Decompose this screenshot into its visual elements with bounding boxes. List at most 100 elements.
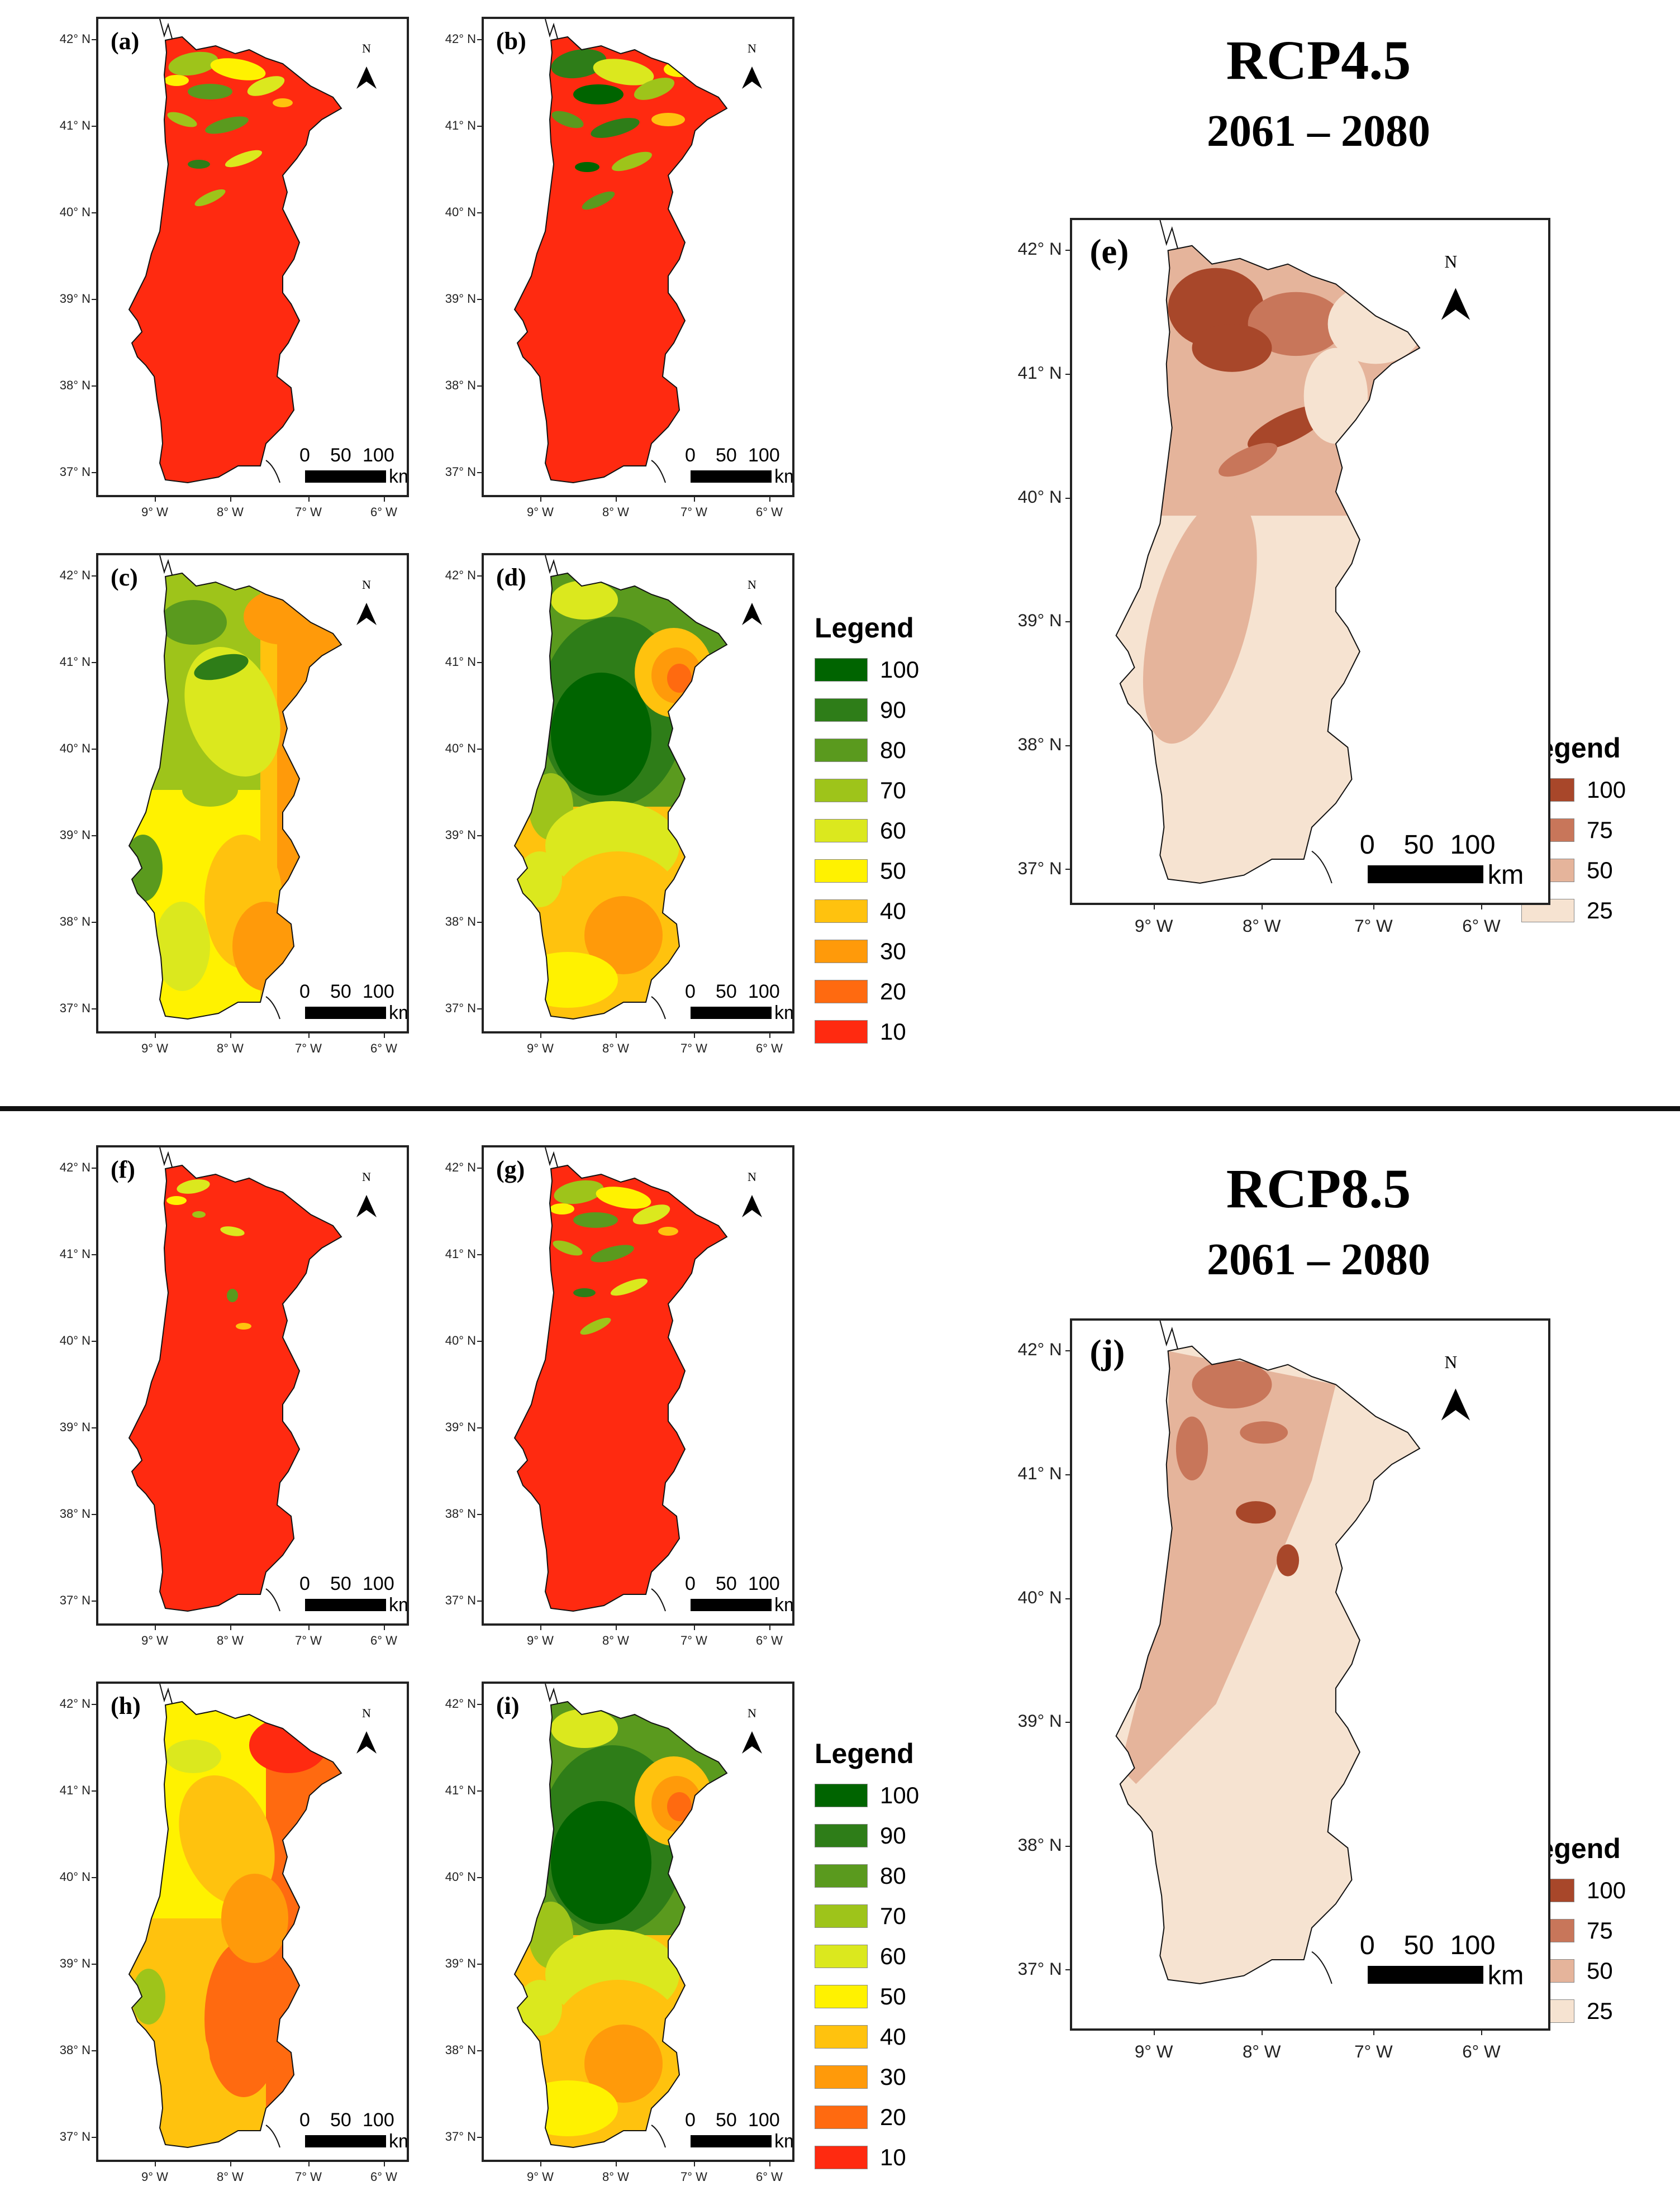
lat-tick-label: 38° N xyxy=(59,1506,91,1521)
scale-unit-label: km xyxy=(389,1594,407,1616)
lon-tick-mark xyxy=(384,497,385,502)
lon-tick-label: 6° W xyxy=(756,1041,783,1055)
lat-tick-mark xyxy=(1065,250,1070,251)
scale-zero-label: 0 xyxy=(685,1573,696,1594)
lat-tick-label: 41° N xyxy=(445,1783,476,1797)
section-divider xyxy=(0,1106,1680,1111)
lon-tick-mark xyxy=(616,1033,617,1038)
lat-tick-mark xyxy=(477,1008,482,1009)
lat-tick-mark xyxy=(92,835,96,836)
lon-tick-mark xyxy=(769,2162,770,2166)
lat-tick-mark xyxy=(1065,1722,1070,1723)
lon-tick-mark xyxy=(308,1033,310,1038)
north-label: N xyxy=(362,578,371,592)
lat-tick-mark xyxy=(477,749,482,750)
lon-tick-mark xyxy=(308,497,310,502)
lat-tick-label: 39° N xyxy=(1017,1711,1062,1731)
scale-end-label: 100 xyxy=(748,445,780,466)
legend-value: 50 xyxy=(880,1983,906,2009)
legend-value: 75 xyxy=(1587,817,1613,843)
scale-end-label: 100 xyxy=(363,2109,394,2131)
lon-tick-label: 8° W xyxy=(217,505,244,519)
legend-swatch xyxy=(815,859,868,883)
lon-tick-mark xyxy=(384,2162,385,2166)
legend-value: 25 xyxy=(1587,1998,1613,2024)
scale-unit-label: km xyxy=(774,1002,792,1023)
lat-tick-mark xyxy=(477,299,482,300)
legend-item: 70 xyxy=(815,770,919,811)
lon-tick-mark xyxy=(769,1626,770,1630)
legend-value: 80 xyxy=(880,737,906,763)
legend-item: 60 xyxy=(815,1936,919,1976)
lat-tick-label: 42° N xyxy=(445,31,476,46)
lon-tick-label: 9° W xyxy=(1134,2042,1173,2062)
lat-tick-label: 41° N xyxy=(59,654,91,669)
scale-unit-label: km xyxy=(1487,860,1524,890)
north-arrow-icon xyxy=(742,1195,762,1217)
north-label: N xyxy=(1444,1352,1458,1373)
lat-tick-label: 40° N xyxy=(445,204,476,219)
lon-tick-mark xyxy=(616,2162,617,2166)
north-arrow-icon xyxy=(356,1195,377,1217)
lon-tick-mark xyxy=(230,2162,231,2166)
scale-end-label: 100 xyxy=(363,445,394,466)
rcp45-period: 2061 – 2080 xyxy=(1207,107,1430,156)
lat-tick-mark xyxy=(1065,373,1070,375)
lat-tick-label: 37° N xyxy=(59,2129,91,2144)
lon-tick-label: 8° W xyxy=(1242,916,1281,936)
lat-tick-mark xyxy=(477,1427,482,1428)
lon-tick-mark xyxy=(308,1626,310,1630)
lon-tick-mark xyxy=(540,1626,541,1630)
legend-item: 100 xyxy=(815,650,919,690)
north-arrow-icon xyxy=(356,603,377,625)
legend-item: 10 xyxy=(815,2137,919,2178)
lon-tick-label: 9° W xyxy=(527,505,554,519)
lat-tick-mark xyxy=(92,1254,96,1255)
legend-value: 40 xyxy=(880,2023,906,2050)
lon-tick-mark xyxy=(1262,905,1263,909)
legend-value: 10 xyxy=(880,2144,906,2170)
scale-bar xyxy=(691,2135,772,2147)
lon-tick-mark xyxy=(1154,2031,1155,2035)
lon-tick-mark xyxy=(540,497,541,502)
lat-tick-mark xyxy=(477,39,482,40)
lon-tick-label: 6° W xyxy=(370,1041,397,1055)
lon-tick-label: 8° W xyxy=(1242,2042,1281,2062)
lat-tick-label: 40° N xyxy=(445,1869,476,1884)
lon-tick-label: 6° W xyxy=(756,1633,783,1647)
legend-swatch xyxy=(815,1020,868,1044)
north-label: N xyxy=(748,41,756,55)
legend-value: 75 xyxy=(1587,1917,1613,1944)
lat-tick-label: 41° N xyxy=(445,118,476,132)
lat-tick-label: 42° N xyxy=(1017,1340,1062,1360)
lon-tick-mark xyxy=(230,1033,231,1038)
north-arrow-icon xyxy=(1441,1388,1470,1421)
lat-tick-label: 39° N xyxy=(445,291,476,306)
lat-tick-mark xyxy=(92,212,96,213)
scale-zero-label: 0 xyxy=(1359,1930,1375,1960)
lon-tick-mark xyxy=(155,497,156,502)
legend-value: 100 xyxy=(880,1782,920,1808)
lat-tick-mark xyxy=(477,1601,482,1602)
lat-tick-mark xyxy=(92,575,96,577)
lat-tick-label: 37° N xyxy=(59,1001,91,1015)
legend-value: 30 xyxy=(880,938,906,964)
lat-tick-label: 41° N xyxy=(1017,363,1062,383)
lat-tick-mark xyxy=(477,2137,482,2138)
scale-unit-label: km xyxy=(389,1002,407,1023)
lon-tick-label: 9° W xyxy=(527,1633,554,1647)
lon-tick-label: 8° W xyxy=(602,505,629,519)
scale-end-label: 100 xyxy=(363,981,394,1002)
legend-suitability-rcp85: Legend 100 90 80 70 60 50 40 30 20 10 xyxy=(815,1737,919,2178)
lat-tick-label: 38° N xyxy=(445,914,476,928)
map-panel-e: (e) N 0 50 100 km xyxy=(1070,218,1550,905)
lat-tick-label: 37° N xyxy=(445,1001,476,1015)
lat-tick-mark xyxy=(92,1790,96,1792)
lat-tick-label: 37° N xyxy=(1017,1959,1062,1979)
scale-mid-label: 50 xyxy=(1403,1930,1434,1960)
scale-zero-label: 0 xyxy=(685,981,696,1002)
scale-mid-label: 50 xyxy=(716,981,737,1002)
panel-label-b: (b) xyxy=(496,27,526,55)
scale-end-label: 100 xyxy=(748,981,780,1002)
lon-tick-mark xyxy=(1154,905,1155,909)
